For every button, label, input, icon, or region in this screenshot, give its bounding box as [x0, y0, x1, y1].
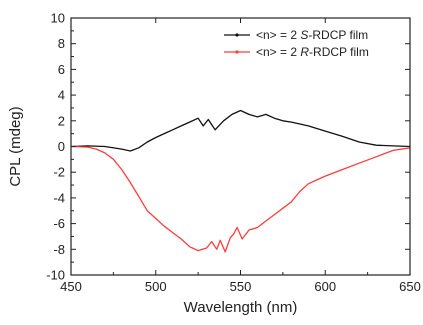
y-tick-label: -6 [53, 216, 65, 231]
legend-marker-1 [235, 33, 239, 37]
legend-label-1: <n> = 2 S-RDCP film [256, 28, 368, 42]
y-tick-label: -10 [46, 268, 65, 283]
x-tick-label: 650 [399, 279, 421, 294]
y-axis-label: CPL (mdeg) [7, 106, 24, 186]
y-tick-label: 2 [58, 113, 65, 128]
y-tick-label: 4 [58, 88, 65, 103]
y-tick-label: -4 [53, 190, 65, 205]
legend-marker-2 [235, 50, 239, 54]
y-tick-label: 0 [58, 139, 65, 154]
y-tick-label: 6 [58, 62, 65, 77]
y-tick-label: 8 [58, 36, 65, 51]
plot-area [70, 109, 411, 253]
series-line-2 [70, 145, 411, 253]
legend-label-2: <n> = 2 R-RDCP film [256, 45, 369, 59]
x-tick-label: 500 [145, 279, 167, 294]
x-tick-label: 600 [314, 279, 336, 294]
legend: <n> = 2 S-RDCP film <n> = 2 R-RDCP film [224, 28, 369, 59]
series-line-1 [70, 109, 411, 152]
x-axis-label: Wavelength (nm) [184, 299, 298, 316]
axes: 450 500 550 600 650 -10 -8 -6 -4 -2 0 2 4 6 8 10 [46, 11, 421, 295]
x-tick-label: 450 [60, 279, 82, 294]
y-tick-label: -8 [53, 242, 65, 257]
y-tick-label: -2 [53, 165, 65, 180]
y-tick-label: 10 [51, 11, 65, 26]
x-tick-label: 550 [230, 279, 252, 294]
